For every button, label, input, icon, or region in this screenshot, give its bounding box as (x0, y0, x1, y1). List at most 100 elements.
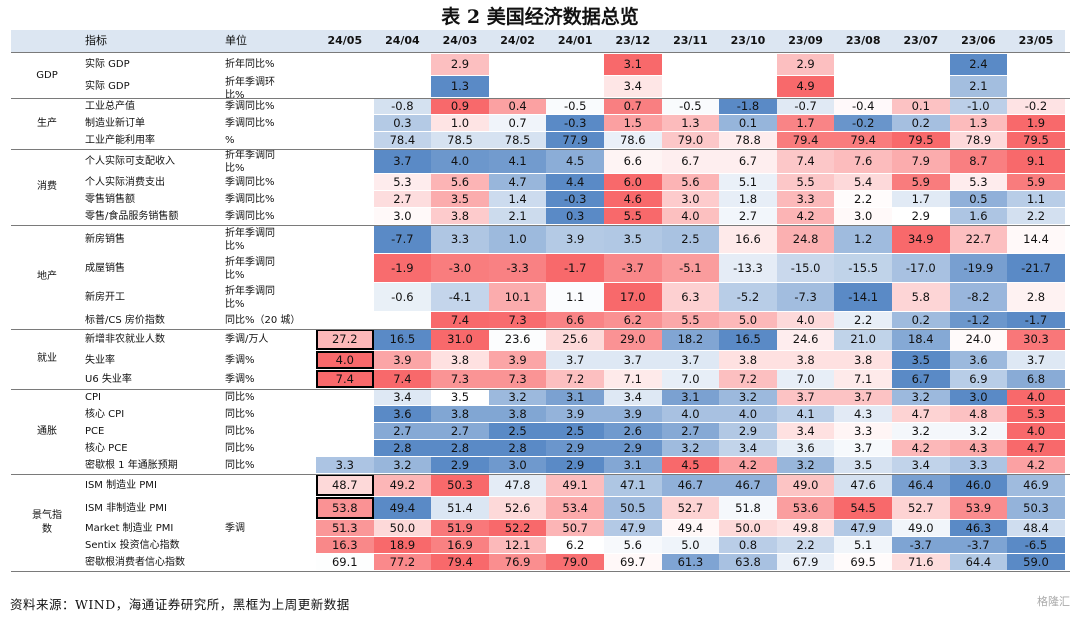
value-cell: 7.4 (431, 312, 489, 328)
value-cell: 23.6 (488, 329, 547, 350)
value-cell: 0.3 (546, 208, 604, 224)
value-cell: 78.5 (431, 132, 489, 148)
value-cell: 5.1 (719, 174, 777, 190)
row-unit: 折年季调同 比% (225, 285, 275, 310)
value-cell: 78.5 (488, 132, 547, 148)
row-unit: 同比% (225, 409, 255, 420)
value-cell: 6.2 (604, 312, 662, 328)
header-period: 23/11 (661, 30, 720, 52)
value-cell: 9.1 (1007, 149, 1065, 173)
row-unit: 季调% (225, 374, 255, 385)
value-cell: -1.8 (719, 98, 777, 114)
value-cell: 47.6 (834, 474, 892, 496)
value-cell: 3.4 (719, 440, 777, 456)
value-cell (316, 174, 374, 190)
row-unit: 季调同比% (225, 118, 275, 129)
value-cell: -0.2 (834, 115, 892, 131)
value-cell: 69.5 (834, 554, 892, 570)
value-cell: -14.1 (834, 283, 892, 311)
value-cell: 1.1 (1007, 191, 1065, 207)
value-cell: 0.1 (719, 115, 777, 131)
row-unit: 季调 (225, 523, 245, 534)
value-cell: -4.1 (431, 283, 489, 311)
value-cell: 3.9 (546, 406, 604, 422)
value-cell: 3.8 (719, 351, 777, 369)
value-cell: 0.7 (488, 115, 547, 131)
value-cell: 78.8 (719, 132, 777, 148)
row-label: 核心 PCE (85, 443, 128, 454)
value-cell: 76.9 (488, 554, 547, 570)
row-label: 实际 GDP (85, 59, 130, 70)
value-cell: 7.4 (316, 370, 374, 388)
value-cell (834, 76, 892, 97)
row-label: 实际 GDP (85, 81, 130, 92)
value-cell: 50.3 (1007, 497, 1065, 519)
row-unit: 折年季调环 比% (225, 77, 275, 98)
value-cell: 4.0 (661, 208, 720, 224)
group-label: 通胀 (37, 425, 57, 437)
value-cell: 47.1 (604, 474, 662, 496)
value-cell: 79.5 (1007, 132, 1065, 148)
value-cell: 0.5 (949, 191, 1008, 207)
row-unit (223, 554, 316, 571)
value-cell: 7.3 (431, 370, 489, 388)
value-cell: 3.5 (892, 351, 950, 369)
row-label: 工业产能利用率 (85, 135, 155, 146)
value-cell (316, 115, 374, 131)
value-cell: 4.5 (661, 457, 720, 473)
value-cell: 2.6 (604, 423, 662, 439)
value-cell: 2.9 (892, 208, 950, 224)
value-cell: 4.2 (892, 440, 950, 456)
value-cell: 3.4 (892, 457, 950, 473)
value-cell: 3.6 (373, 406, 432, 422)
value-cell: 3.3 (776, 191, 835, 207)
value-cell: 3.2 (892, 423, 950, 439)
value-cell: 49.4 (661, 520, 720, 536)
value-cell: 25.6 (546, 329, 604, 350)
value-cell: 7.3 (488, 312, 547, 328)
value-cell: -0.3 (546, 191, 604, 207)
value-cell: 3.5 (604, 225, 662, 253)
value-cell (892, 76, 950, 97)
value-cell: 46.3 (949, 520, 1008, 536)
value-cell: 3.7 (604, 351, 662, 369)
value-cell: -3.7 (604, 254, 662, 282)
value-cell: -0.7 (776, 98, 835, 114)
value-cell: 52.7 (892, 497, 950, 519)
row-label: 标普/CS 房价指数 (85, 315, 165, 326)
value-cell: -0.8 (373, 98, 432, 114)
value-cell: 50.0 (373, 520, 432, 536)
table-title: 表 2 美国经济数据总览 (441, 6, 639, 28)
value-cell: 78.4 (373, 132, 432, 148)
value-cell: 16.3 (316, 537, 374, 553)
value-cell: 63.8 (719, 554, 777, 570)
value-cell: 5.0 (719, 312, 777, 328)
value-cell: -1.7 (546, 254, 604, 282)
value-cell (374, 54, 432, 75)
value-cell: 2.2 (834, 191, 892, 207)
value-cell: 1.4 (488, 191, 547, 207)
value-cell: 14.4 (1007, 225, 1065, 253)
value-cell: 2.9 (431, 54, 489, 75)
value-cell: 0.1 (892, 98, 950, 114)
header-period: 24/02 (488, 30, 547, 52)
value-cell: 78.6 (604, 132, 662, 148)
value-cell: 51.4 (431, 497, 489, 519)
value-cell: 46.0 (949, 474, 1008, 496)
value-cell: 7.6 (834, 149, 892, 173)
value-cell: -1.0 (949, 98, 1008, 114)
value-cell: 4.7 (1007, 440, 1065, 456)
value-cell: 46.9 (1007, 474, 1065, 496)
value-cell: 2.9 (431, 457, 489, 473)
header-period: 23/07 (892, 30, 950, 52)
value-cell: 50.0 (719, 520, 777, 536)
value-cell: 69.1 (316, 554, 374, 570)
value-cell: 5.0 (661, 537, 720, 553)
header-unit: 单位 (223, 30, 316, 52)
value-cell: 3.4 (373, 389, 432, 405)
value-cell: 16.6 (719, 225, 777, 253)
value-cell: 6.9 (949, 370, 1008, 388)
value-cell: 6.0 (604, 174, 662, 190)
value-cell (546, 76, 604, 97)
row-label: U6 失业率 (85, 374, 132, 385)
